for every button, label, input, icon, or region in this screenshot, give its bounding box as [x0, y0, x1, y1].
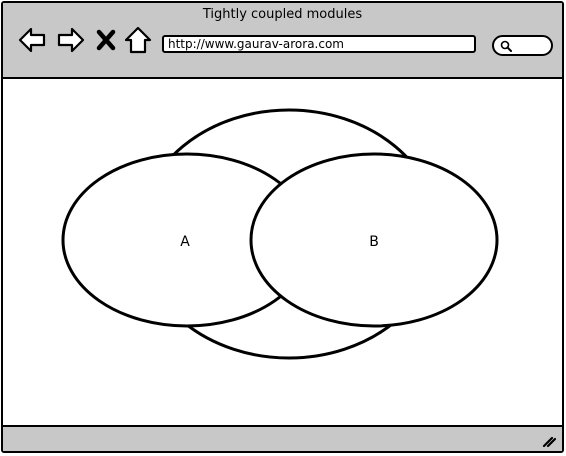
coupled-modules-diagram: A B	[61, 108, 499, 360]
close-icon	[96, 29, 116, 51]
back-button[interactable]	[17, 25, 47, 55]
arrow-left-icon	[18, 27, 46, 53]
page-content: A B	[3, 79, 562, 425]
forward-button[interactable]	[56, 25, 86, 55]
status-bar	[3, 425, 562, 451]
stop-button[interactable]	[95, 25, 117, 55]
home-button[interactable]	[123, 25, 153, 55]
url-input[interactable]	[162, 35, 476, 53]
module-a-label: A	[180, 234, 190, 250]
browser-toolbar: Tightly coupled modules	[3, 3, 562, 79]
home-icon	[124, 26, 152, 54]
module-b-ellipse	[249, 152, 499, 328]
search-input[interactable]	[492, 35, 553, 56]
resize-grip-icon[interactable]	[542, 433, 556, 447]
window-title: Tightly coupled modules	[202, 7, 363, 22]
module-b-label: B	[369, 234, 379, 250]
search-icon	[500, 40, 512, 52]
arrow-right-icon	[57, 27, 85, 53]
